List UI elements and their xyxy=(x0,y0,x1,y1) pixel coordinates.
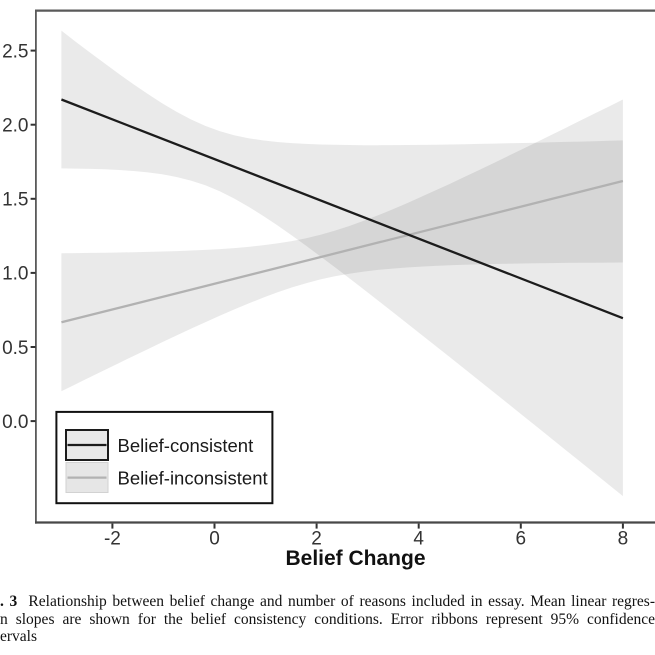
svg-text:0.0: 0.0 xyxy=(2,412,28,433)
svg-text:0: 0 xyxy=(209,529,220,550)
svg-text:Belief-inconsistent: Belief-inconsistent xyxy=(118,467,268,488)
svg-text:4: 4 xyxy=(413,529,424,550)
svg-text:2.5: 2.5 xyxy=(2,41,28,62)
svg-text:-2: -2 xyxy=(104,529,121,550)
svg-text:2: 2 xyxy=(311,529,322,550)
svg-text:1.5: 1.5 xyxy=(2,190,28,211)
svg-text:8: 8 xyxy=(618,529,629,550)
svg-text:2.0: 2.0 xyxy=(2,116,28,137)
svg-text:0.5: 0.5 xyxy=(2,338,28,359)
svg-text:6: 6 xyxy=(516,529,527,550)
svg-text:Belief-consistent: Belief-consistent xyxy=(118,435,254,456)
svg-text:1.0: 1.0 xyxy=(2,264,28,285)
svg-text:Belief Change: Belief Change xyxy=(285,547,425,570)
